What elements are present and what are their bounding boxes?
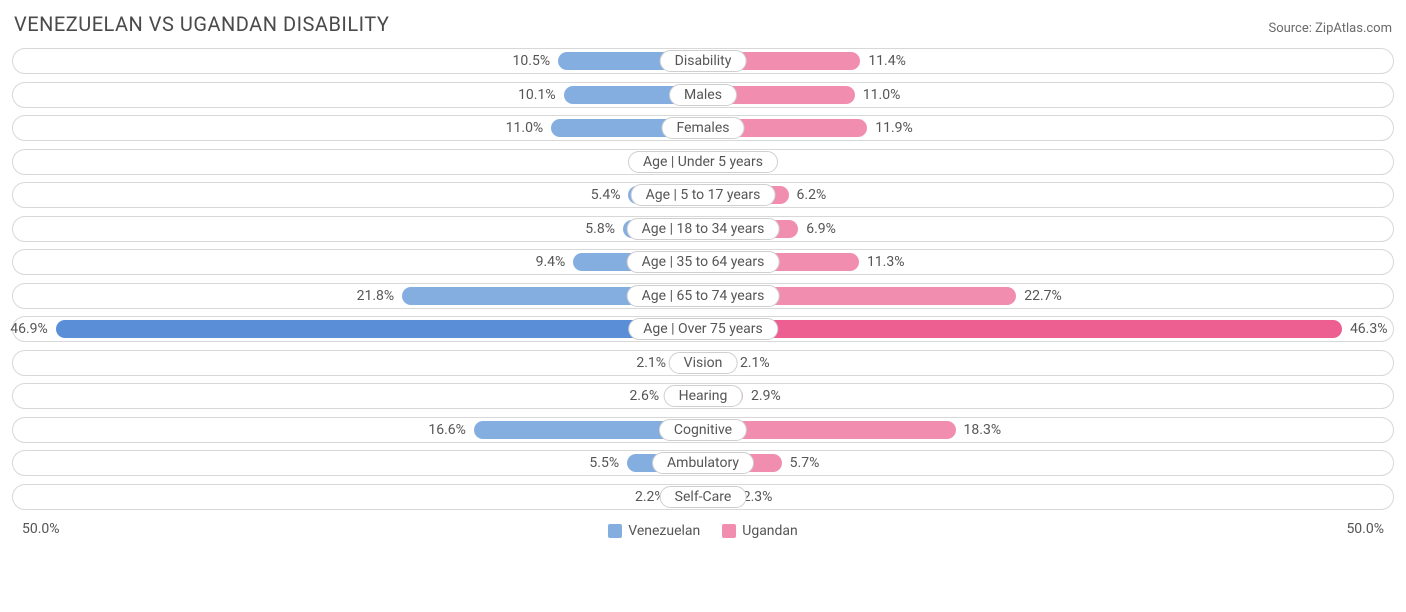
value-right: 2.9% [743,384,781,408]
chart-row: 5.5% 5.7% Ambulatory [12,450,1394,476]
diverging-bar-chart: 10.5% 11.4% Disability 10.1% 11.0% Males 11.0%… [8,46,1398,519]
value-right: 2.1% [732,351,770,375]
legend-item-ugandan: Ugandan [722,523,798,539]
chart-row: 46.9% 46.3% Age | Over 75 years [12,316,1394,342]
bar-right [703,320,1342,338]
chart-row: 2.6% 2.9%Hearing [12,383,1394,409]
row-label: Age | 18 to 34 years [627,218,780,240]
chart-row: 9.4% 11.3% Age | 35 to 64 years [12,249,1394,275]
chart-row: 2.1%2.1%Vision [12,350,1394,376]
row-label: Age | 35 to 64 years [627,251,780,273]
value-left: 16.6% [428,418,474,442]
value-left: 21.8% [357,284,403,308]
row-label: Age | Over 75 years [628,318,778,340]
chart-row: 5.4% 6.2% Age | 5 to 17 years [12,182,1394,208]
chart-row: 10.1% 11.0% Males [12,82,1394,108]
value-left: 5.4% [591,183,629,207]
chart-row: 2.2%2.3%Self-Care [12,484,1394,510]
value-left: 5.8% [585,217,623,241]
row-label: Cognitive [659,419,747,441]
legend-label: Ugandan [742,523,798,539]
legend-swatch [722,524,736,538]
legend-swatch [608,524,622,538]
value-right: 11.9% [867,116,913,140]
value-left: 11.0% [506,116,552,140]
value-right: 46.3% [1342,317,1388,341]
row-label: Age | 5 to 17 years [631,184,776,206]
legend-label: Venezuelan [628,523,700,539]
value-right: 22.7% [1016,284,1062,308]
row-label: Hearing [664,385,743,407]
row-label: Ambulatory [652,452,754,474]
value-right: 11.0% [855,83,901,107]
bar-left [56,320,703,338]
value-left: 9.4% [536,250,574,274]
row-label: Vision [669,352,738,374]
row-label: Females [662,117,745,139]
row-label: Males [669,84,737,106]
chart-row: 11.0% 11.9% Females [12,115,1394,141]
value-left: 5.5% [589,451,627,475]
row-label: Self-Care [660,486,747,508]
chart-header: VENEZUELAN VS UGANDAN DISABILITY Source:… [8,8,1398,46]
value-right: 18.3% [956,418,1002,442]
axis-max-right: 50.0% [1346,521,1384,537]
row-label: Age | 65 to 74 years [627,285,780,307]
row-label: Disability [660,50,747,72]
value-left: 46.9% [10,317,56,341]
chart-row: 5.8% 6.9% Age | 18 to 34 years [12,216,1394,242]
chart-source: Source: ZipAtlas.com [1268,21,1392,36]
value-right: 6.9% [798,217,836,241]
chart-row: 21.8% 22.7% Age | 65 to 74 years [12,283,1394,309]
legend-item-venezuelan: Venezuelan [608,523,700,539]
row-label: Age | Under 5 years [628,151,778,173]
chart-row: 1.2%1.1%Age | Under 5 years [12,149,1394,175]
value-left: 2.6% [629,384,667,408]
chart-title: VENEZUELAN VS UGANDAN DISABILITY [14,12,389,36]
chart-footer: 50.0% Venezuelan Ugandan 50.0% [8,519,1398,541]
value-left: 10.5% [513,49,559,73]
chart-row: 10.5% 11.4% Disability [12,48,1394,74]
axis-max-left: 50.0% [22,521,60,537]
value-right: 5.7% [782,451,820,475]
value-right: 11.3% [859,250,905,274]
value-left: 10.1% [518,83,564,107]
value-right: 11.4% [860,49,906,73]
chart-row: 16.6% 18.3% Cognitive [12,417,1394,443]
value-right: 6.2% [789,183,827,207]
